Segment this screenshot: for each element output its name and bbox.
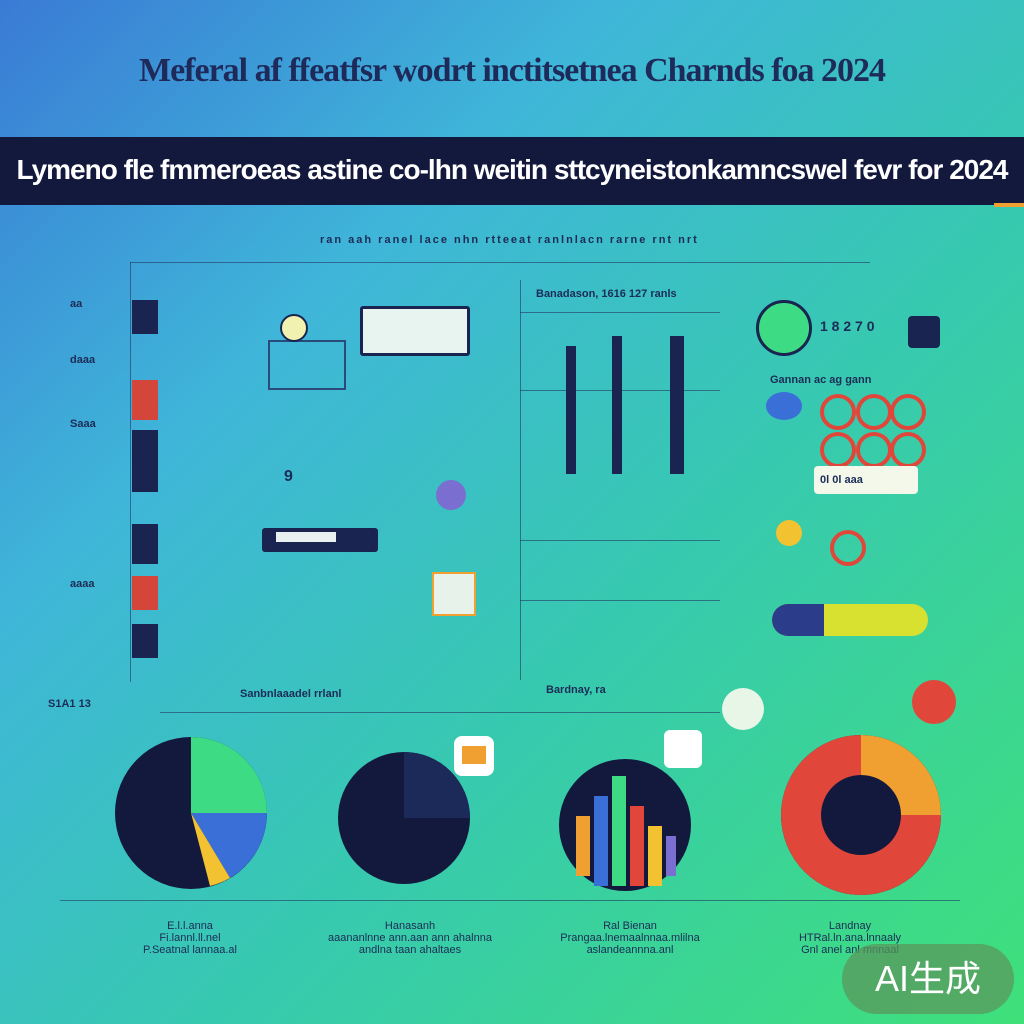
- right-square-icon: [908, 316, 940, 348]
- bar-2: [612, 336, 622, 474]
- caption-1: E.l.l.anna Fi.lannl.ll.nel P.Seatnal lan…: [110, 920, 270, 956]
- grid-line-left: [130, 262, 131, 682]
- caption-4-line-1: Landnay: [828, 920, 872, 932]
- side-block-4: [132, 624, 158, 658]
- caption-1-line-3: P.Seatnal lannaa.al: [143, 944, 237, 956]
- ring-icon-1: [820, 394, 856, 430]
- grid-line-mid: [520, 280, 521, 680]
- right-row-box: [814, 466, 918, 494]
- screen-illustration: [268, 340, 346, 390]
- side-block-2: [132, 430, 158, 492]
- subtitle-banner: [0, 137, 1024, 205]
- right-red-icon: [912, 680, 956, 724]
- side-label-2: daaa: [70, 354, 96, 366]
- progress-pill-fill: [772, 604, 824, 636]
- caption-1-line-2: Fi.lannl.ll.nel: [159, 932, 221, 944]
- right-value: 1 8 2 7 0: [820, 318, 875, 334]
- ai-generated-badge: AI生成: [842, 944, 1014, 1014]
- ring-icon-2: [856, 394, 892, 430]
- caption-2-line-2: aaananlnne ann.aan ann ahalnna: [328, 932, 492, 944]
- bar-3: [670, 336, 684, 474]
- purple-dot-icon: [436, 480, 466, 510]
- ring-icon-4: [820, 432, 856, 468]
- number-nine: 9: [284, 468, 293, 485]
- caption-2-line-3: andlna taan ahaltaes: [358, 944, 462, 956]
- grid-line-top: [130, 262, 870, 263]
- chart-top-label: Banadason, 1616 127 ranls: [536, 288, 677, 300]
- banner-accent: [994, 203, 1024, 207]
- chat-bubble-inner-icon: [462, 746, 486, 764]
- caption-3-line-1: Ral Bienan: [603, 920, 657, 932]
- ring-icon-6: [890, 432, 926, 468]
- grid-line-chart-4: [520, 600, 720, 601]
- caption-1-line-1: E.l.l.anna: [167, 920, 213, 932]
- side-block-red-2: [132, 576, 158, 610]
- keyboard-keys: [276, 532, 336, 542]
- side-label-1: aa: [70, 298, 83, 310]
- caption-2-line-1: Hanasanh: [384, 920, 436, 932]
- grid-line-bottom: [60, 900, 960, 901]
- image-icon: [664, 730, 702, 768]
- side-label-3: Saaa: [70, 418, 96, 430]
- caption-2: Hanasanh aaananlnne ann.aan ann ahalnna …: [310, 920, 510, 956]
- caption-4-line-2: HTRal.ln.ana.lnnaaly: [798, 932, 902, 944]
- pie-chart-3: [559, 759, 691, 891]
- page-title: Meferal af ffeatfsr wodrt inctitsetnea C…: [138, 52, 886, 89]
- mid-label: Sanbnlaaadel rrlanl: [240, 688, 342, 700]
- ring-icon-5: [856, 432, 892, 468]
- mid-label-right: Bardnay, ra: [546, 684, 606, 696]
- side-block-red-1: [132, 380, 158, 420]
- top-label-row: ran aah ranel lace nhn rtteeat ranlnlacn…: [320, 234, 699, 246]
- coin-icon: [280, 314, 308, 342]
- caption-3-line-3: aslandeannna.anl: [586, 944, 674, 956]
- green-circle-icon: [756, 300, 812, 356]
- laptop-illustration: [360, 306, 470, 356]
- right-row-label: 0l 0l aaa: [820, 474, 863, 486]
- ring-icon-7: [830, 530, 866, 566]
- yellow-dot-icon: [776, 520, 802, 546]
- document-icon: [432, 572, 476, 616]
- caption-3-line-2: Prangaa.lnemaalnnaa.mlilna: [560, 932, 700, 944]
- side-label-4: aaaa: [70, 578, 95, 590]
- pie-chart-2: [338, 752, 470, 884]
- right-green-icon: [722, 688, 764, 730]
- grid-line-timeline: [160, 712, 720, 713]
- right-stats-label: Gannan ac ag gann: [770, 374, 872, 386]
- donut-chart-4: [781, 735, 941, 895]
- subtitle-text: Lymeno fle fmmeroeas astine co-lhn weiti…: [16, 154, 1009, 185]
- side-block-3: [132, 524, 158, 564]
- grid-line-chart-1: [520, 312, 720, 313]
- side-block-1: [132, 300, 158, 334]
- left-axis-label: S1A1 13: [48, 698, 91, 710]
- caption-3: Ral Bienan Prangaa.lnemaalnnaa.mlilna as…: [530, 920, 730, 956]
- grid-line-chart-3: [520, 540, 720, 541]
- blue-pill-icon: [766, 392, 802, 420]
- bar-1: [566, 346, 576, 474]
- ring-icon-3: [890, 394, 926, 430]
- pie-chart-1: [115, 737, 267, 889]
